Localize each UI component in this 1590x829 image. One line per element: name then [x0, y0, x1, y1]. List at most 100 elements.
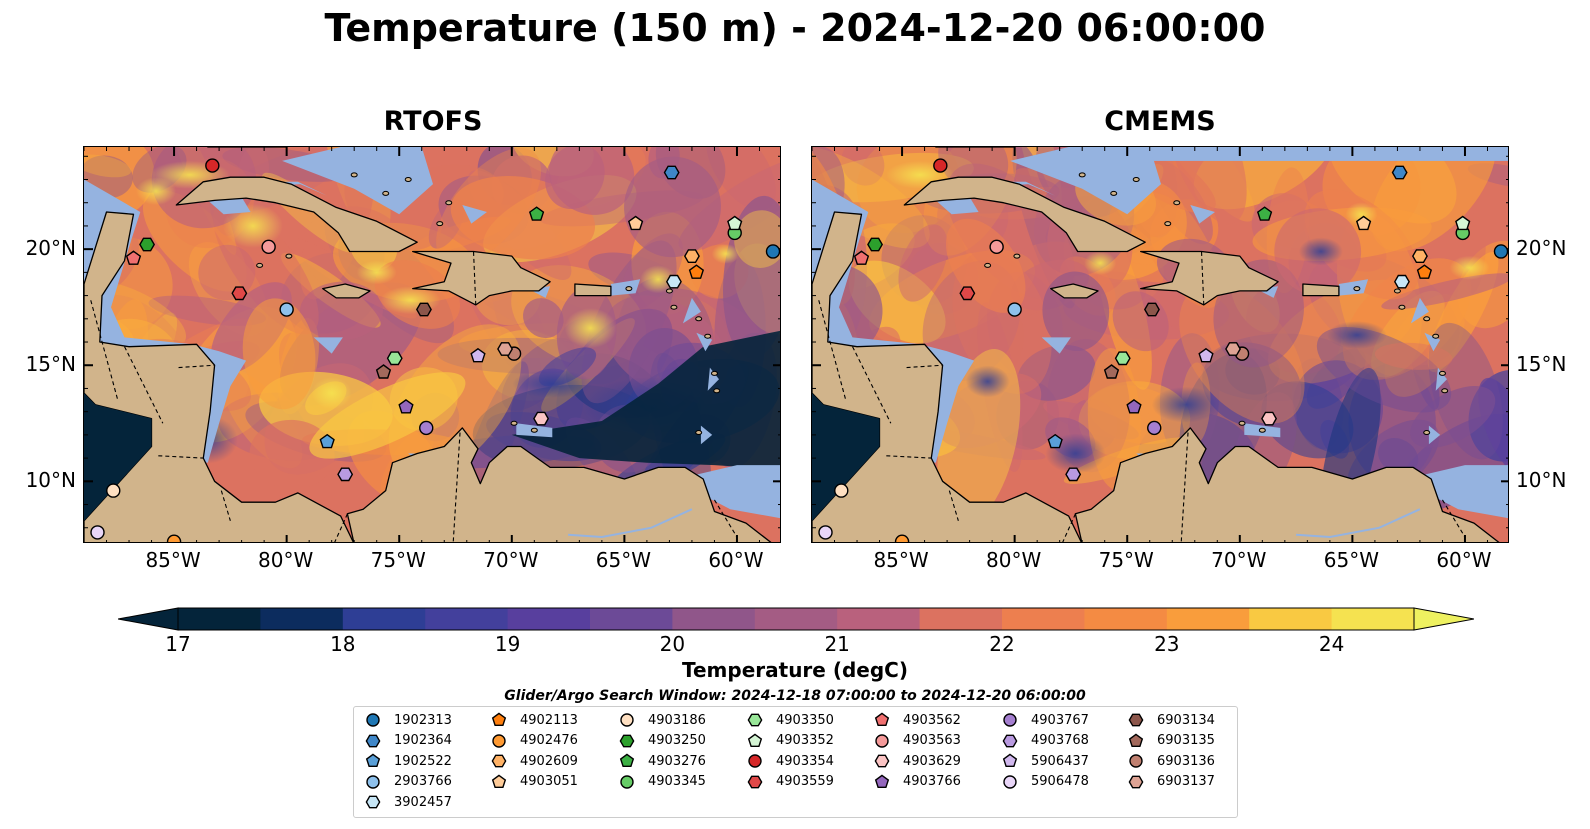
pentagon-marker-icon — [874, 774, 890, 788]
colorbar-label: Temperature (degC) — [682, 658, 908, 682]
float-marker-5906478[interactable] — [90, 525, 105, 540]
float-marker-4903629[interactable] — [533, 411, 550, 426]
rtofs-map[interactable] — [83, 146, 781, 543]
cmems-lat-label: 20°N — [1516, 236, 1567, 261]
float-marker-4903051[interactable] — [1355, 215, 1372, 231]
circle-marker-icon — [875, 733, 889, 748]
hexagon-marker-icon — [747, 713, 763, 727]
float-marker-1902364[interactable] — [663, 165, 680, 180]
float-marker-4903051[interactable] — [627, 215, 644, 231]
legend-item-1902522: 1902522 — [362, 751, 452, 771]
float-marker-6903134[interactable] — [415, 302, 432, 317]
hexagon-marker-icon — [1128, 713, 1144, 727]
float-marker-4902609[interactable] — [1411, 249, 1428, 264]
float-marker-4903768[interactable] — [337, 467, 354, 482]
legend-label: 4903767 — [1031, 712, 1089, 728]
rtofs-lon-label: 65°W — [595, 548, 651, 572]
float-marker-4903276[interactable] — [528, 206, 545, 221]
colorbar-tick-label: 20 — [659, 632, 686, 656]
float-marker-4902113[interactable] — [1416, 264, 1433, 279]
float-marker-4903354[interactable] — [205, 158, 220, 173]
legend-item-1902364: 1902364 — [362, 731, 452, 751]
float-marker-2903766[interactable] — [279, 302, 294, 317]
float-marker-5906437[interactable] — [470, 347, 486, 363]
pentagon-marker-icon — [1002, 753, 1018, 768]
float-marker-4903354[interactable] — [933, 158, 948, 173]
float-marker-4903563[interactable] — [261, 239, 276, 255]
float-marker-6903137[interactable] — [497, 342, 514, 356]
float-marker-1902522[interactable] — [1047, 433, 1063, 449]
float-marker-4903766[interactable] — [1126, 399, 1142, 414]
legend-label: 4903186 — [648, 712, 706, 728]
hexagon-marker-icon — [747, 775, 763, 788]
legend-item-4903768: 4903768 — [999, 731, 1089, 751]
float-marker-4903559[interactable] — [959, 286, 976, 301]
float-marker-4903352[interactable] — [727, 215, 743, 231]
cmems-lon-label: 70°W — [1211, 548, 1267, 572]
float-marker-6903137[interactable] — [1225, 342, 1242, 356]
float-marker-4903767[interactable] — [419, 420, 434, 436]
cmems-map[interactable] — [811, 146, 1509, 543]
float-marker-4903562[interactable] — [125, 250, 142, 265]
float-marker-4903350[interactable] — [386, 351, 403, 366]
float-marker-4903629[interactable] — [1261, 411, 1278, 426]
float-marker-4903768[interactable] — [1065, 467, 1082, 482]
circle-marker-icon — [492, 733, 506, 748]
float-marker-6903134[interactable] — [1143, 302, 1160, 317]
float-marker-4903352[interactable] — [1455, 215, 1471, 231]
float-marker-1902313[interactable] — [765, 244, 780, 259]
float-marker-5906478[interactable] — [818, 525, 833, 540]
hexagon-marker-icon — [874, 754, 890, 768]
pentagon-marker-icon — [491, 712, 507, 727]
float-marker-6903135[interactable] — [375, 364, 392, 379]
legend-item-4903766: 4903766 — [871, 772, 961, 792]
float-marker-4903562[interactable] — [853, 250, 870, 265]
colorbar-tick-label: 17 — [165, 632, 191, 656]
float-marker-4903767[interactable] — [1147, 420, 1162, 436]
float-marker-4903563[interactable] — [989, 239, 1004, 255]
legend-item-6903137: 6903137 — [1125, 772, 1215, 792]
float-marker-2903766[interactable] — [1007, 302, 1022, 317]
float-legend: 1902313 1902364 1902522 2903766 3902457 49021… — [353, 706, 1238, 818]
circle-marker-icon — [748, 754, 762, 768]
float-marker-4902476[interactable] — [166, 534, 182, 543]
legend-item-6903135: 6903135 — [1125, 731, 1215, 751]
float-marker-4902476[interactable] — [894, 534, 910, 543]
float-marker-4903559[interactable] — [231, 286, 248, 301]
float-marker-4903350[interactable] — [1114, 351, 1131, 366]
hexagon-marker-icon — [1128, 775, 1144, 788]
float-marker-1902313[interactable] — [1493, 244, 1508, 259]
float-marker-4903276[interactable] — [1256, 206, 1273, 221]
search-window-caption: Glider/Argo Search Window: 2024-12-18 07… — [504, 688, 1086, 704]
float-marker-1902522[interactable] — [319, 433, 335, 449]
float-marker-4903186[interactable] — [106, 483, 121, 498]
legend-label: 3902457 — [394, 794, 452, 810]
legend-item-4903352: 4903352 — [744, 731, 834, 751]
float-marker-4903766[interactable] — [398, 399, 414, 414]
float-marker-4903250[interactable] — [139, 237, 156, 252]
float-marker-4903186[interactable] — [834, 483, 849, 498]
legend-label: 6903135 — [1157, 733, 1215, 748]
circle-marker-icon — [366, 713, 380, 727]
float-marker-3902457[interactable] — [665, 274, 682, 289]
float-marker-5906437[interactable] — [1198, 347, 1214, 363]
cmems-lon-label: 60°W — [1436, 548, 1492, 572]
circle-marker-icon — [366, 774, 380, 789]
circle-marker-icon — [620, 774, 634, 789]
legend-item-4903562: 4903562 — [871, 710, 961, 730]
float-marker-4902609[interactable] — [683, 249, 700, 264]
legend-item-6903134: 6903134 — [1125, 710, 1215, 730]
rtofs-lon-label: 75°W — [370, 548, 426, 572]
rtofs-lon-label: 60°W — [708, 548, 764, 572]
legend-label: 4902113 — [520, 712, 578, 728]
float-marker-1902364[interactable] — [1391, 165, 1408, 180]
legend-item-4903563: 4903563 — [871, 731, 961, 751]
legend-label: 4902609 — [520, 753, 578, 769]
float-marker-4902113[interactable] — [688, 264, 705, 279]
float-marker-4903250[interactable] — [867, 237, 884, 252]
cmems-lat-label: 10°N — [1516, 468, 1567, 493]
legend-item-4903186: 4903186 — [616, 710, 706, 730]
float-marker-6903135[interactable] — [1103, 364, 1120, 379]
legend-label: 1902522 — [394, 753, 452, 769]
float-marker-3902457[interactable] — [1393, 274, 1410, 289]
